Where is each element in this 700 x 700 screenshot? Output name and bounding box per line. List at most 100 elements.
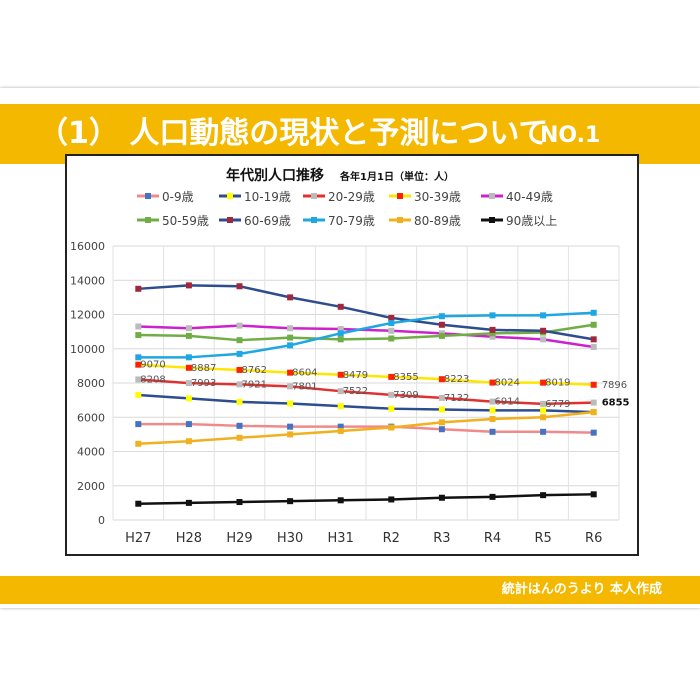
y-axis: 0 2000 4000 6000 8000 10000 12000 14000 16000 bbox=[70, 240, 105, 527]
legend-label: 90歳以上 bbox=[506, 214, 557, 228]
data-point bbox=[337, 371, 344, 378]
series-line bbox=[138, 323, 594, 342]
data-point bbox=[438, 406, 445, 413]
data-point bbox=[489, 312, 496, 319]
series-group bbox=[135, 309, 597, 361]
data-point bbox=[236, 322, 243, 329]
data-point bbox=[337, 303, 344, 310]
data-label: 7522 bbox=[343, 386, 368, 397]
data-point bbox=[185, 364, 192, 371]
legend-label: 50-59歳 bbox=[162, 214, 209, 228]
data-label: 7801 bbox=[292, 381, 317, 392]
data-label: 7132 bbox=[444, 393, 469, 404]
data-point bbox=[287, 431, 294, 438]
series-line bbox=[138, 378, 594, 406]
legend-label: 20-29歳 bbox=[328, 190, 375, 204]
legend-label: 80-89歳 bbox=[414, 214, 461, 228]
data-point bbox=[185, 354, 192, 361]
data-point bbox=[135, 391, 142, 398]
data-point bbox=[236, 422, 243, 429]
data-point bbox=[590, 429, 597, 436]
data-point bbox=[135, 332, 142, 339]
data-point bbox=[236, 350, 243, 357]
data-point bbox=[236, 381, 243, 388]
data-point bbox=[388, 391, 395, 398]
series-line bbox=[138, 284, 594, 341]
x-tick-label: R4 bbox=[484, 531, 501, 546]
legend-item: 60-69歳 bbox=[219, 214, 291, 228]
data-point bbox=[438, 494, 445, 501]
data-label: 7309 bbox=[393, 390, 418, 401]
data-point bbox=[590, 381, 597, 388]
x-axis: H27 H28 H29 H30 H31 R2 R3 R4 R5 R6 bbox=[125, 531, 602, 546]
data-point bbox=[185, 438, 192, 445]
data-label: 8223 bbox=[444, 374, 469, 385]
data-point bbox=[135, 376, 142, 383]
y-tick-label: 6000 bbox=[77, 411, 105, 424]
data-point bbox=[287, 383, 294, 390]
data-point bbox=[590, 309, 597, 316]
data-point bbox=[337, 330, 344, 337]
legend-label: 70-79歳 bbox=[328, 214, 375, 228]
data-label: 6914 bbox=[495, 397, 520, 408]
data-point bbox=[489, 379, 496, 386]
legend-swatch-marker bbox=[397, 193, 403, 199]
data-point bbox=[236, 434, 243, 441]
data-label: 8019 bbox=[545, 378, 570, 389]
chart-title: 年代別人口推移 bbox=[226, 167, 324, 184]
data-point bbox=[388, 373, 395, 380]
data-point bbox=[185, 282, 192, 289]
data-label: 8887 bbox=[191, 363, 216, 374]
chart-subtitle: 各年1月1日（単位：人） bbox=[339, 170, 454, 183]
data-point bbox=[540, 428, 547, 435]
data-point bbox=[388, 335, 395, 342]
x-tick-label: H30 bbox=[277, 531, 303, 546]
data-point bbox=[540, 327, 547, 334]
x-tick-label: R3 bbox=[433, 531, 450, 546]
series-group bbox=[135, 491, 597, 507]
data-point bbox=[185, 421, 192, 428]
data-point bbox=[540, 492, 547, 499]
data-label: 6779 bbox=[545, 399, 570, 410]
data-point bbox=[236, 499, 243, 506]
data-label: 8479 bbox=[343, 370, 368, 381]
x-tick-label: H29 bbox=[226, 531, 252, 546]
data-point bbox=[489, 333, 496, 340]
data-point bbox=[287, 423, 294, 430]
x-tick-label: H31 bbox=[328, 531, 354, 546]
data-point bbox=[185, 332, 192, 339]
data-label: 8604 bbox=[292, 368, 317, 379]
y-tick-label: 0 bbox=[98, 514, 105, 527]
legend-item: 50-59歳 bbox=[137, 214, 209, 228]
x-tick-label: R2 bbox=[383, 531, 400, 546]
data-point bbox=[438, 313, 445, 320]
data-point bbox=[236, 398, 243, 405]
y-tick-label: 16000 bbox=[70, 240, 105, 253]
x-tick-label: R6 bbox=[585, 531, 602, 546]
x-tick-label: H27 bbox=[125, 531, 151, 546]
y-tick-label: 12000 bbox=[70, 309, 105, 322]
data-point bbox=[337, 423, 344, 430]
footer-bar: 統計はんのうより 本人作成 bbox=[0, 576, 700, 604]
data-point bbox=[337, 403, 344, 410]
data-point bbox=[540, 414, 547, 421]
data-point bbox=[590, 491, 597, 498]
data-point bbox=[236, 283, 243, 290]
data-point bbox=[590, 321, 597, 328]
data-point bbox=[135, 500, 142, 507]
data-point bbox=[135, 354, 142, 361]
legend-item: 90歳以上 bbox=[481, 214, 557, 228]
series-line bbox=[138, 393, 594, 414]
legend-item: 80-89歳 bbox=[389, 214, 461, 228]
data-point bbox=[438, 376, 445, 383]
data-point bbox=[337, 427, 344, 434]
data-point bbox=[590, 409, 597, 416]
legend-swatch-marker bbox=[311, 217, 317, 223]
data-point bbox=[388, 314, 395, 321]
legend-label: 10-19歳 bbox=[244, 190, 291, 204]
series-line bbox=[138, 493, 594, 505]
data-point bbox=[185, 499, 192, 506]
y-tick-label: 8000 bbox=[77, 377, 105, 390]
data-point bbox=[388, 405, 395, 412]
series-line bbox=[138, 422, 594, 434]
